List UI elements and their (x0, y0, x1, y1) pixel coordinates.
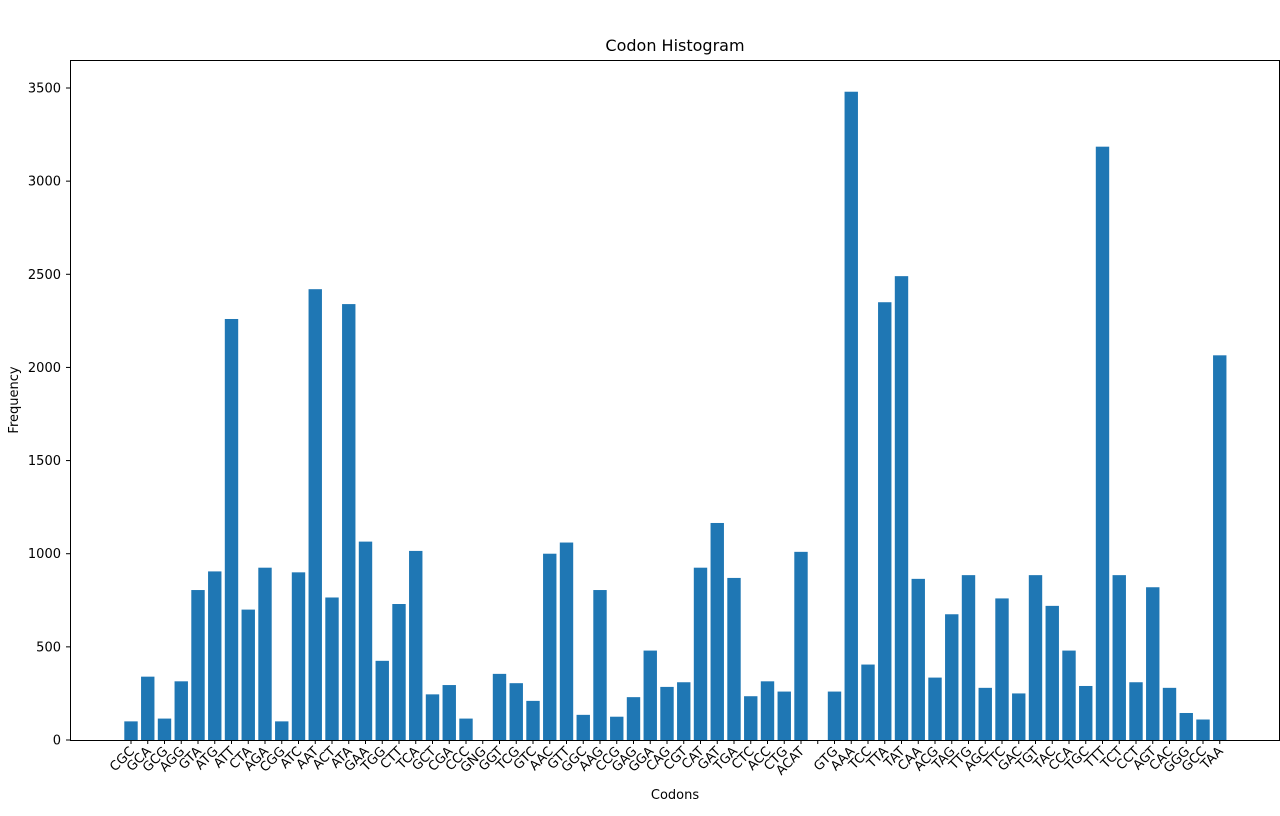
y-tick-label: 3000 (28, 175, 61, 190)
bar (760, 681, 775, 740)
bar (1146, 587, 1160, 740)
bar (827, 691, 842, 740)
bar (1112, 575, 1126, 740)
bar (392, 604, 406, 740)
bar (442, 685, 456, 740)
bar (677, 682, 691, 740)
bar (358, 541, 373, 740)
y-tick-label: 1500 (28, 454, 61, 469)
bar (459, 718, 473, 740)
bars-group (124, 91, 1227, 741)
bar (1028, 575, 1043, 740)
bar (710, 522, 724, 740)
bar (777, 691, 791, 740)
bar (325, 597, 339, 740)
bar (124, 721, 138, 740)
bar (693, 567, 708, 740)
bar (526, 700, 540, 740)
bar (174, 681, 188, 740)
bar (1045, 605, 1059, 740)
bar (727, 577, 741, 740)
bar (576, 714, 590, 740)
bar (794, 551, 808, 740)
bar (1079, 685, 1093, 740)
bar (224, 318, 239, 740)
x-axis-label: Codons (651, 788, 699, 803)
y-tick-label: 2500 (28, 268, 61, 283)
bar (1129, 682, 1143, 740)
bar (375, 660, 389, 740)
bar (995, 598, 1009, 740)
y-axis-label: Frequency (7, 366, 22, 433)
y-tick-label: 0 (53, 734, 61, 749)
y-tick-label: 1000 (28, 547, 61, 562)
bar (208, 571, 222, 740)
bar (660, 686, 674, 740)
bar (509, 683, 523, 740)
bar (275, 721, 289, 740)
bar (626, 697, 641, 740)
bar (928, 677, 942, 740)
bar (1196, 719, 1210, 740)
bar (342, 304, 356, 740)
bar (308, 289, 322, 740)
bar (643, 650, 657, 740)
bar (744, 696, 758, 740)
bar (593, 590, 607, 740)
bar (1213, 355, 1227, 740)
bar (610, 716, 624, 740)
bar (425, 694, 440, 740)
bar (911, 578, 925, 740)
bar (1095, 146, 1110, 740)
bar (191, 590, 205, 740)
y-tick-label: 500 (36, 640, 61, 655)
bar (844, 91, 858, 741)
bar (559, 542, 574, 740)
bar (861, 664, 875, 740)
bar (1179, 712, 1193, 740)
bar (543, 553, 557, 740)
bar (1062, 650, 1076, 740)
bar (409, 550, 423, 740)
x-axis: CGCGCAGCGAGGGTAATGATTCTAAGACGGATCAATACTA… (107, 740, 1227, 779)
bar (878, 302, 892, 740)
bar (291, 572, 306, 740)
bar (241, 609, 255, 740)
bar (258, 567, 272, 740)
bar (945, 614, 959, 740)
chart-title: Codon Histogram (605, 36, 744, 55)
bar (894, 276, 909, 740)
bar (978, 687, 992, 740)
y-tick-label: 3500 (28, 82, 61, 97)
bar (492, 673, 507, 740)
y-axis: 0 500 1000 1500 2000 2500 3000 3500 (28, 82, 70, 749)
bar (961, 575, 976, 740)
bar (1012, 693, 1026, 740)
y-tick-label: 2000 (28, 361, 61, 376)
bar (157, 718, 172, 740)
bar (1162, 687, 1177, 740)
bar (141, 676, 155, 740)
